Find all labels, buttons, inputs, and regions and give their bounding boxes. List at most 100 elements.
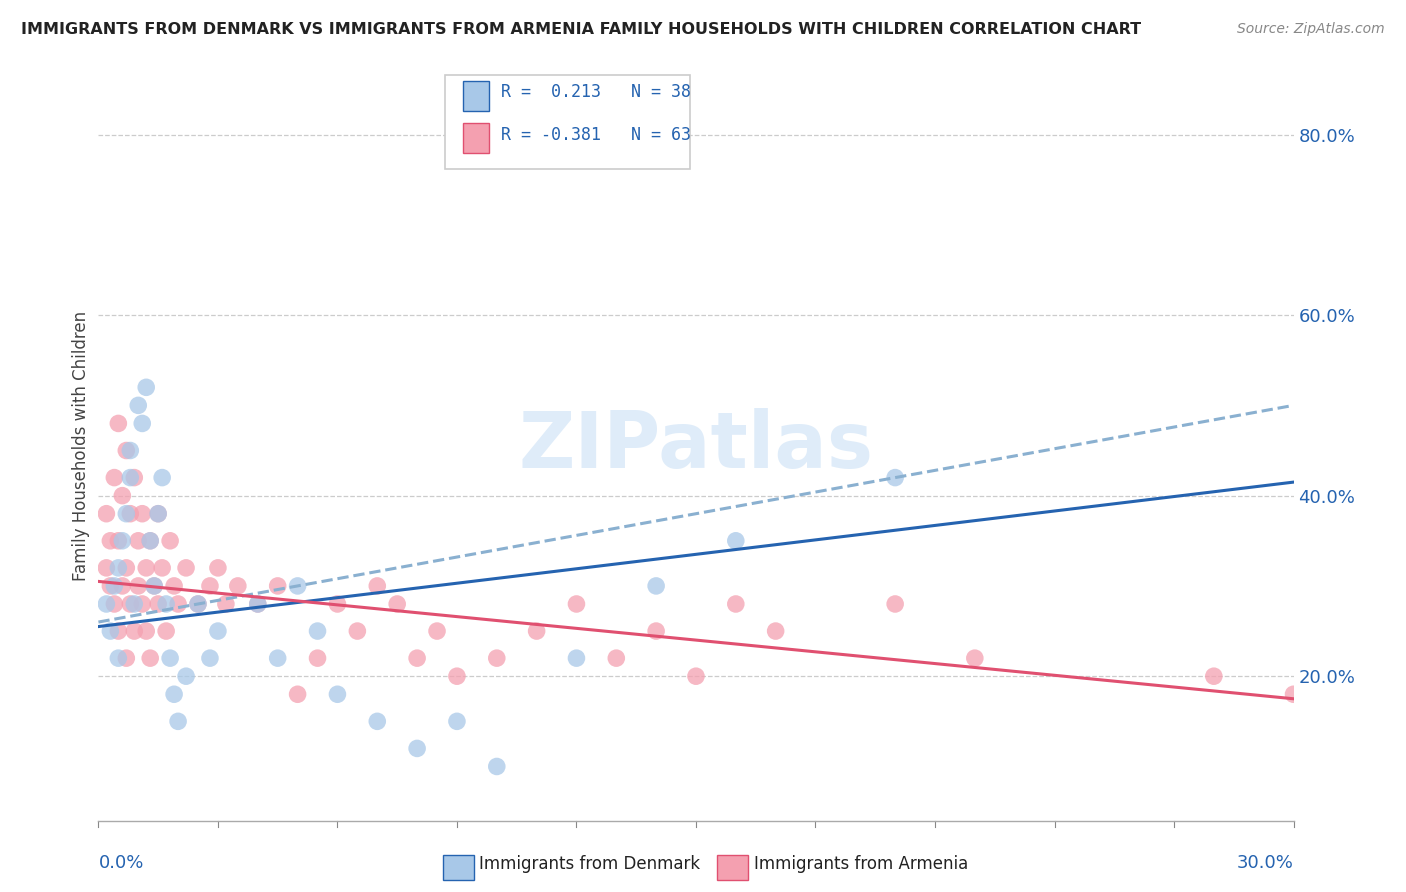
Point (366, 579, 388, 593)
Point (724, 597, 747, 611)
Point (103, 470, 125, 484)
Point (1202, 669, 1225, 683)
Text: R =  0.213   N = 38: R = 0.213 N = 38 (501, 83, 692, 102)
Point (135, 624, 157, 638)
Point (307, 624, 329, 638)
Point (645, 579, 668, 593)
Point (135, 380, 157, 394)
Point (135, 561, 157, 575)
Point (685, 669, 707, 683)
Point (96, 507, 118, 521)
Point (127, 579, 149, 593)
Point (120, 507, 142, 521)
Point (98, 533, 122, 548)
Point (406, 651, 429, 665)
Point (96, 597, 118, 611)
Point (326, 687, 349, 701)
Point (226, 579, 249, 593)
Point (107, 533, 129, 548)
Point (111, 579, 134, 593)
Point (167, 714, 190, 729)
Point (115, 443, 138, 458)
Point (287, 687, 309, 701)
Point (565, 651, 588, 665)
Point (124, 597, 146, 611)
Point (155, 624, 177, 638)
Point (148, 597, 170, 611)
Point (174, 561, 197, 575)
Point (159, 651, 181, 665)
Point (155, 597, 177, 611)
Point (963, 651, 986, 665)
Point (565, 597, 588, 611)
Point (526, 624, 548, 638)
Point (426, 624, 449, 638)
Point (167, 597, 190, 611)
Point (115, 651, 138, 665)
Point (215, 597, 238, 611)
Point (120, 597, 142, 611)
Point (139, 533, 162, 548)
Point (131, 417, 153, 431)
Point (111, 533, 134, 548)
Point (1282, 687, 1305, 701)
Point (884, 470, 907, 484)
Text: R = -0.381   N = 63: R = -0.381 N = 63 (501, 126, 692, 144)
Point (307, 651, 329, 665)
Point (143, 579, 166, 593)
Point (207, 561, 229, 575)
Text: 0.0%: 0.0% (98, 855, 143, 872)
Point (115, 507, 138, 521)
Point (131, 597, 153, 611)
Point (884, 597, 907, 611)
Point (103, 597, 125, 611)
Point (366, 714, 388, 729)
Point (645, 624, 668, 638)
Point (96, 561, 118, 575)
Point (163, 579, 186, 593)
Y-axis label: Family Households with Children: Family Households with Children (72, 311, 90, 581)
Point (267, 579, 290, 593)
Point (98, 579, 122, 593)
Text: Immigrants from Armenia: Immigrants from Armenia (754, 855, 967, 873)
Point (107, 417, 129, 431)
Point (120, 470, 142, 484)
Point (148, 507, 170, 521)
Point (98, 624, 122, 638)
Point (150, 561, 173, 575)
Point (107, 624, 129, 638)
Point (198, 579, 221, 593)
FancyBboxPatch shape (463, 81, 489, 111)
Point (111, 489, 134, 503)
Point (127, 533, 149, 548)
Point (143, 579, 166, 593)
Point (246, 597, 269, 611)
Point (115, 561, 138, 575)
Point (346, 624, 368, 638)
Point (187, 597, 209, 611)
Point (605, 651, 627, 665)
Point (485, 759, 508, 773)
Point (120, 443, 142, 458)
FancyBboxPatch shape (446, 75, 690, 169)
Text: IMMIGRANTS FROM DENMARK VS IMMIGRANTS FROM ARMENIA FAMILY HOUSEHOLDS WITH CHILDR: IMMIGRANTS FROM DENMARK VS IMMIGRANTS FR… (21, 22, 1142, 37)
Point (127, 398, 149, 412)
Point (385, 597, 409, 611)
Point (107, 651, 129, 665)
Point (103, 579, 125, 593)
Point (198, 651, 221, 665)
Point (107, 561, 129, 575)
Point (174, 669, 197, 683)
FancyBboxPatch shape (463, 123, 489, 153)
Point (131, 507, 153, 521)
Point (287, 579, 309, 593)
Point (159, 533, 181, 548)
Point (485, 651, 508, 665)
Point (246, 597, 269, 611)
Point (765, 624, 787, 638)
Point (148, 507, 170, 521)
Point (446, 714, 468, 729)
Text: ZIPatlas: ZIPatlas (519, 408, 873, 484)
Point (139, 533, 162, 548)
Point (267, 651, 290, 665)
